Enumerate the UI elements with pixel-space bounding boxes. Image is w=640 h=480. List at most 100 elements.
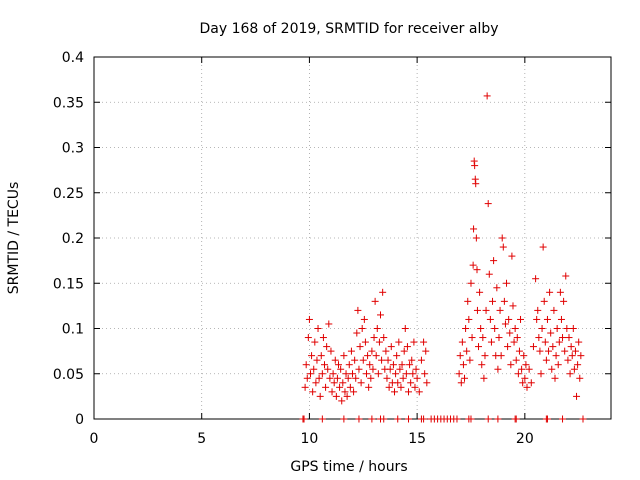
- data-point: [467, 415, 475, 423]
- data-point: [379, 288, 387, 296]
- data-point: [555, 338, 563, 346]
- data-point: [506, 329, 514, 337]
- data-point: [351, 356, 359, 364]
- data-point: [529, 343, 537, 351]
- data-point: [365, 383, 373, 391]
- data-point: [497, 352, 505, 360]
- data-point: [346, 383, 354, 391]
- data-point: [405, 415, 413, 423]
- data-point: [366, 361, 374, 369]
- data-point: [464, 297, 472, 305]
- data-point: [304, 334, 312, 342]
- data-point: [318, 415, 326, 423]
- data-point: [332, 392, 340, 400]
- data-point: [550, 306, 558, 314]
- data-point: [505, 315, 513, 323]
- data-point: [495, 334, 503, 342]
- data-point: [559, 415, 567, 423]
- data-point: [370, 334, 378, 342]
- data-point: [396, 365, 404, 373]
- data-point: [369, 365, 377, 373]
- data-point: [397, 383, 405, 391]
- data-point: [375, 338, 383, 346]
- data-point: [385, 383, 393, 391]
- data-point: [341, 388, 349, 396]
- data-point: [470, 225, 478, 233]
- data-point: [391, 388, 399, 396]
- data-point: [489, 297, 497, 305]
- data-point: [535, 334, 543, 342]
- data-point: [383, 374, 391, 382]
- data-point: [313, 356, 321, 364]
- data-point: [308, 352, 316, 360]
- data-point: [411, 383, 419, 391]
- data-point: [398, 361, 406, 369]
- data-point: [518, 365, 526, 373]
- y-tick-label: 0.3: [62, 141, 84, 157]
- data-points: [299, 92, 587, 423]
- data-point: [485, 270, 493, 278]
- data-point: [483, 92, 491, 100]
- grid: [94, 57, 611, 419]
- y-tick-labels: 0 0.05 0.1 0.15 0.2 0.25 0.3 0.35 0.4: [53, 50, 84, 428]
- data-point: [402, 370, 410, 378]
- data-point: [330, 379, 338, 387]
- data-point: [395, 338, 403, 346]
- data-point: [408, 356, 416, 364]
- data-point: [560, 297, 568, 305]
- data-point: [534, 306, 542, 314]
- data-point: [487, 338, 495, 346]
- data-point: [520, 352, 528, 360]
- data-point: [541, 338, 549, 346]
- data-point: [358, 325, 366, 332]
- data-point: [303, 374, 311, 382]
- data-point: [537, 370, 545, 378]
- y-tick-label: 0.4: [62, 50, 84, 66]
- data-point: [352, 374, 360, 382]
- data-point: [344, 374, 352, 382]
- data-point: [353, 329, 361, 337]
- x-tick-label: 0: [90, 431, 99, 447]
- data-point: [461, 374, 469, 382]
- data-point: [314, 325, 322, 332]
- data-point: [556, 288, 564, 296]
- data-point: [507, 361, 515, 369]
- data-point: [477, 325, 485, 332]
- x-tick-label: 5: [197, 431, 206, 447]
- data-point: [355, 365, 363, 373]
- data-point: [380, 415, 388, 423]
- data-point: [300, 415, 308, 423]
- data-point: [392, 370, 400, 378]
- data-point: [417, 356, 425, 364]
- data-point: [557, 315, 565, 323]
- data-point: [455, 370, 463, 378]
- data-point: [361, 338, 369, 346]
- data-point: [371, 297, 379, 305]
- data-point: [536, 347, 544, 355]
- data-point: [317, 352, 325, 360]
- data-point: [357, 379, 365, 387]
- data-point: [337, 365, 345, 373]
- x-tick-label: 15: [408, 431, 426, 447]
- x-tick-labels: 0 5 10 15 20: [90, 431, 534, 447]
- data-point: [523, 383, 531, 391]
- data-point: [349, 370, 356, 378]
- data-point: [364, 352, 372, 360]
- data-point: [406, 361, 414, 369]
- data-point: [453, 415, 461, 423]
- data-point: [559, 334, 567, 342]
- data-point: [563, 325, 571, 332]
- data-point: [339, 379, 347, 387]
- data-point: [465, 315, 473, 323]
- data-point: [457, 379, 465, 387]
- data-point: [380, 334, 388, 342]
- data-point: [551, 374, 559, 382]
- data-point: [484, 415, 492, 423]
- data-point: [473, 306, 481, 314]
- y-tick-label: 0.35: [53, 95, 84, 111]
- data-point: [331, 356, 339, 364]
- data-point: [340, 352, 348, 360]
- data-point: [579, 415, 587, 423]
- data-point: [403, 343, 411, 351]
